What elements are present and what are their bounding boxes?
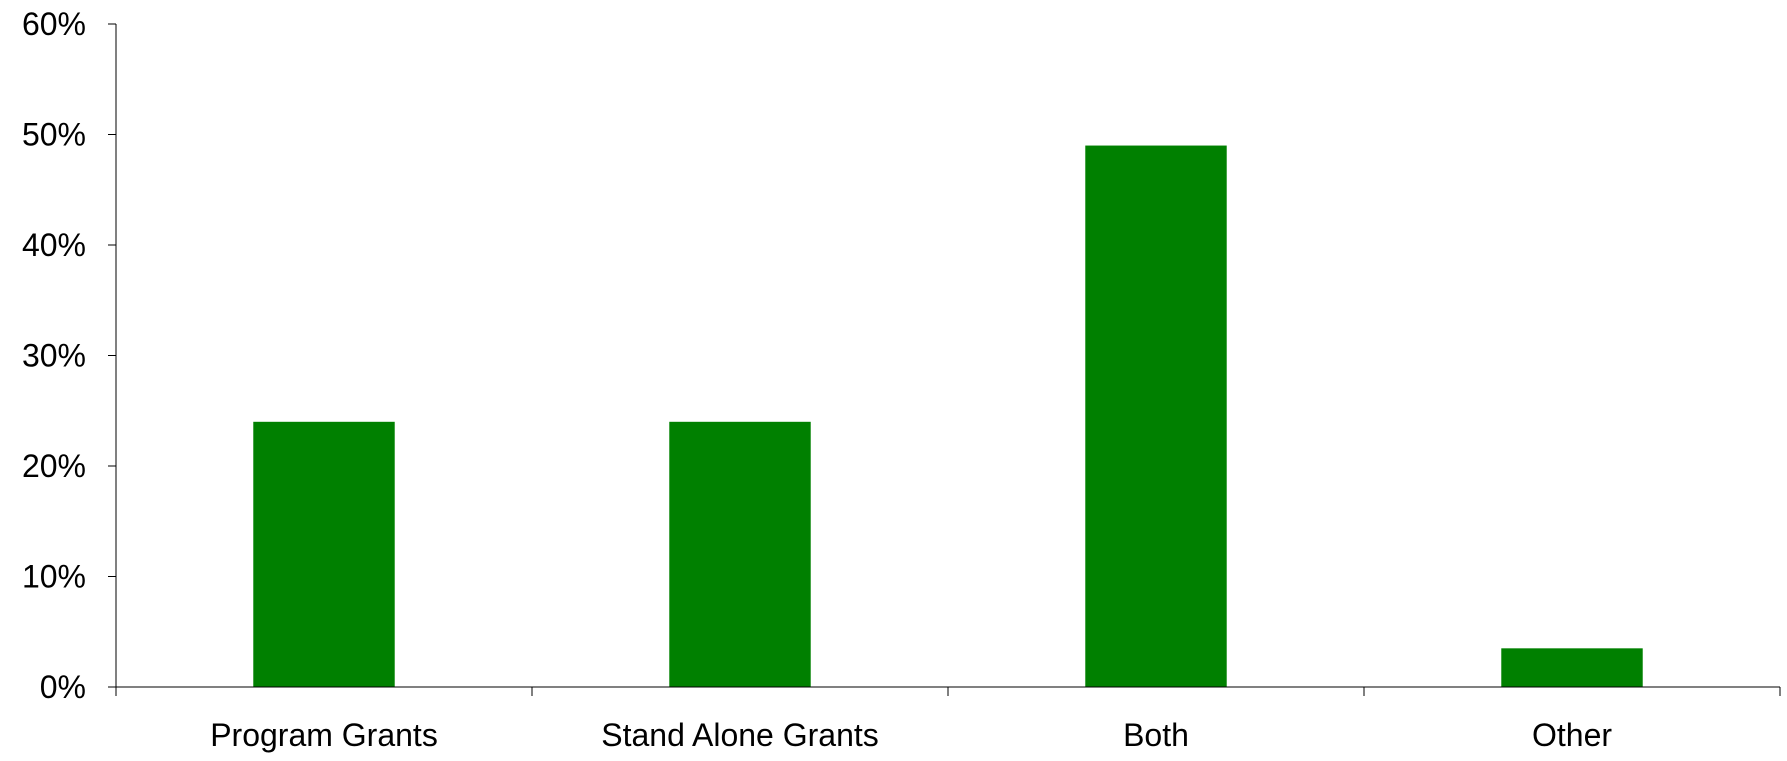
y-axis-ticks: 0% 10% 20% 30% 40% 50% 60% <box>22 6 116 705</box>
bar-other <box>1501 648 1643 687</box>
y-tick-label: 20% <box>22 448 86 484</box>
x-axis-labels: Program Grants Stand Alone Grants Both Othe… <box>210 717 1612 753</box>
bar-stand-alone-grants <box>669 421 811 687</box>
bar-both <box>1085 145 1227 688</box>
y-tick-label: 10% <box>22 559 86 595</box>
y-tick-label: 60% <box>22 6 86 42</box>
x-category-label: Stand Alone Grants <box>601 717 879 753</box>
y-tick-label: 30% <box>22 338 86 374</box>
y-tick-label: 50% <box>22 117 86 153</box>
bar-program-grants <box>253 421 395 687</box>
y-tick-label: 40% <box>22 227 86 263</box>
x-category-label: Program Grants <box>210 717 438 753</box>
bars <box>253 145 1643 688</box>
y-tick-label: 0% <box>40 669 86 705</box>
x-axis-ticks <box>115 687 1781 696</box>
x-category-label: Other <box>1532 717 1612 753</box>
x-category-label: Both <box>1123 717 1189 753</box>
